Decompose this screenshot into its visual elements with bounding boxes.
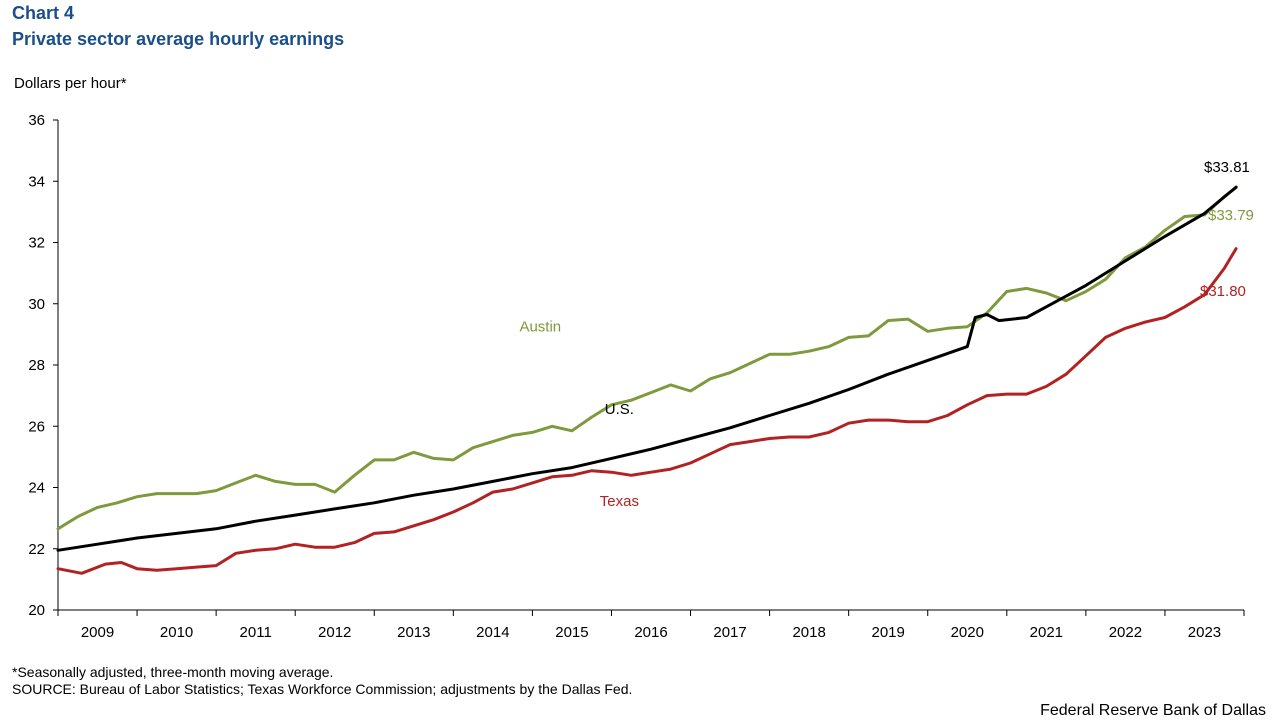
x-tick-label: 2018 bbox=[792, 624, 825, 641]
chart-number: Chart 4 bbox=[12, 3, 75, 23]
y-tick-label: 36 bbox=[28, 112, 45, 129]
y-axis-label: Dollars per hour* bbox=[14, 75, 127, 92]
x-tick-label: 2015 bbox=[555, 624, 588, 641]
x-tick-label: 2020 bbox=[951, 624, 984, 641]
x-tick-label: 2013 bbox=[397, 624, 430, 641]
series-label-texas: Texas bbox=[600, 493, 639, 510]
y-tick-label: 24 bbox=[28, 480, 45, 497]
x-tick-label: 2010 bbox=[160, 624, 193, 641]
x-tick-label: 2011 bbox=[240, 624, 272, 641]
footnote: *Seasonally adjusted, three-month moving… bbox=[12, 664, 334, 680]
x-tick-label: 2016 bbox=[634, 624, 667, 641]
y-tick-label: 22 bbox=[28, 541, 45, 558]
end-value-label-texas: $31.80 bbox=[1200, 283, 1246, 300]
y-tick-label: 30 bbox=[28, 296, 45, 313]
credit-text: Federal Reserve Bank of Dallas bbox=[1040, 702, 1266, 719]
series-label-us: U.S. bbox=[605, 401, 634, 418]
source-note: SOURCE: Bureau of Labor Statistics; Texa… bbox=[12, 681, 633, 697]
x-tick-label: 2023 bbox=[1188, 624, 1221, 641]
series-line-austin bbox=[56, 186, 1238, 531]
end-value-label-austin: $33.79 bbox=[1208, 207, 1254, 224]
x-tick-label: 2021 bbox=[1030, 624, 1063, 641]
series-label-austin: Austin bbox=[519, 318, 561, 335]
x-tick-label: 2012 bbox=[318, 624, 351, 641]
y-tick-label: 34 bbox=[28, 173, 45, 190]
x-tick-label: 2019 bbox=[872, 624, 905, 641]
end-value-label-us: $33.81 bbox=[1204, 159, 1250, 176]
y-tick-label: 20 bbox=[28, 602, 45, 619]
x-tick-label: 2014 bbox=[476, 624, 509, 641]
y-tick-label: 32 bbox=[28, 235, 45, 252]
series-line-texas bbox=[56, 247, 1238, 575]
y-tick-label: 26 bbox=[28, 418, 45, 435]
x-tick-label: 2009 bbox=[81, 624, 114, 641]
chart-title: Private sector average hourly earnings bbox=[12, 29, 345, 49]
x-tick-label: 2017 bbox=[713, 624, 746, 641]
series-line-us bbox=[56, 185, 1238, 552]
y-tick-label: 28 bbox=[28, 357, 45, 374]
x-tick-label: 2022 bbox=[1109, 624, 1142, 641]
